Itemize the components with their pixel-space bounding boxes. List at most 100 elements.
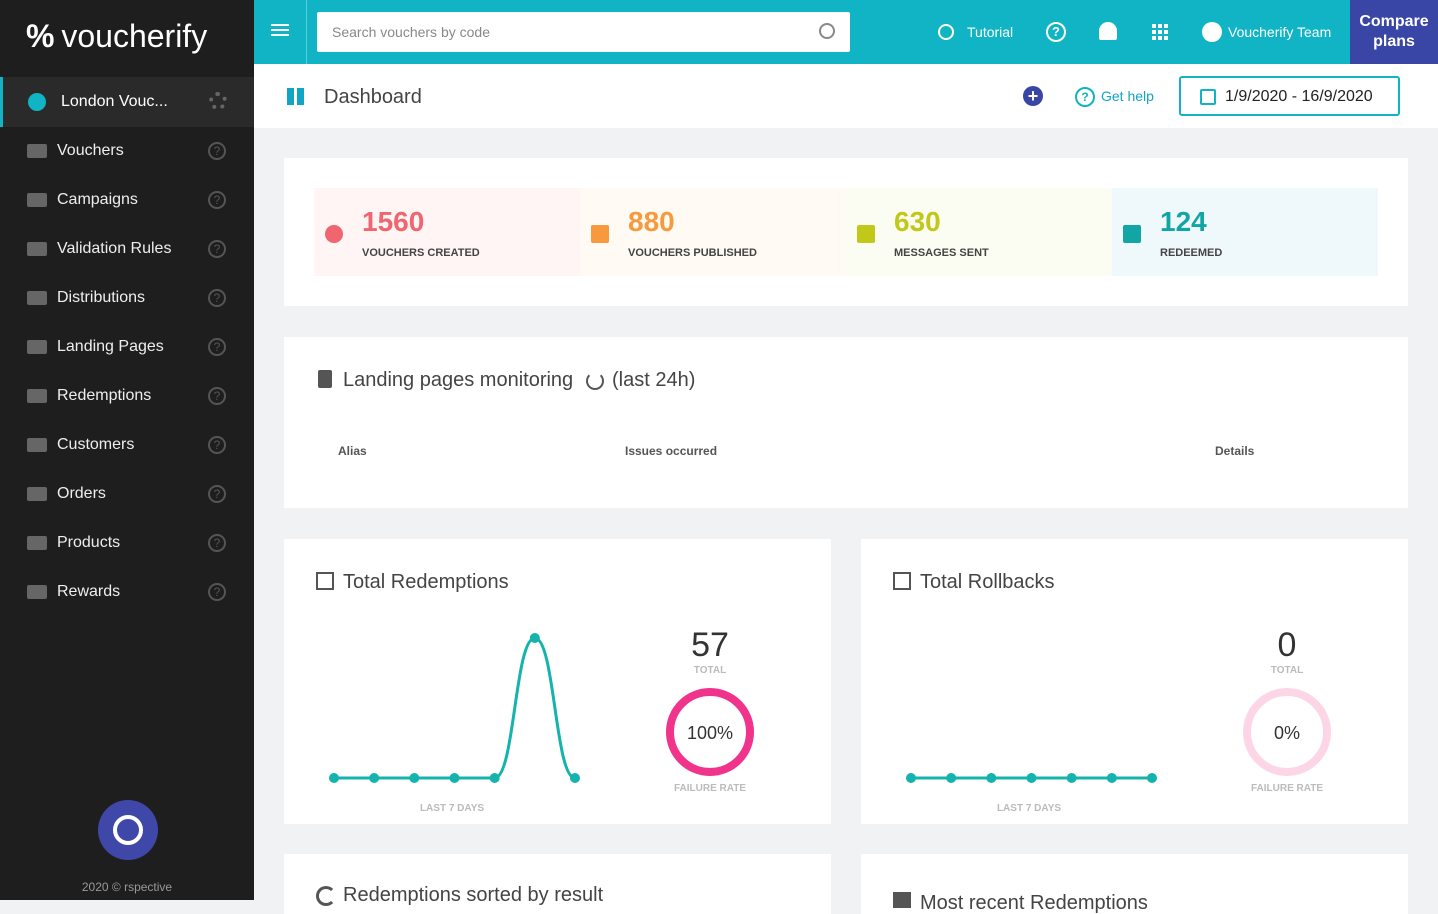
menu-button[interactable] <box>271 24 289 26</box>
total-value: 0 <box>1278 626 1297 664</box>
nav-item[interactable]: Redemptions? <box>0 376 254 416</box>
nav-item[interactable]: Orders? <box>0 474 254 514</box>
sparkline-point <box>329 773 339 783</box>
brand: voucherify <box>61 18 208 54</box>
nav-help: ? <box>208 436 226 454</box>
support-button[interactable] <box>98 800 158 860</box>
period-label: LAST 7 DAYS <box>420 803 484 814</box>
nav-help: ? <box>208 142 226 160</box>
nav-icon <box>27 291 47 305</box>
nav-label: Redemptions <box>57 387 152 404</box>
tutorial-link[interactable]: Tutorial <box>967 24 1014 40</box>
column-header: Alias <box>338 444 367 458</box>
sparkline-point <box>489 773 500 783</box>
nav-icon <box>27 193 47 207</box>
topbar: Search vouchers by code Tutorial ? Vouch… <box>254 0 1438 64</box>
stat-value: 1560 <box>362 206 425 237</box>
project-row[interactable]: London Vouc... <box>0 77 257 127</box>
nav-item[interactable]: Products? <box>0 523 254 563</box>
project-icon <box>28 93 46 111</box>
stat-icon <box>591 225 609 243</box>
nav-help: ? <box>208 191 226 209</box>
nav-icon <box>27 585 47 599</box>
title-icon <box>893 572 911 590</box>
stat-icon <box>857 225 875 243</box>
settings-icon[interactable] <box>209 92 227 110</box>
stat-value: 880 <box>628 206 675 237</box>
logo[interactable]: % voucherify <box>26 18 208 54</box>
nav-label: Validation Rules <box>57 240 172 257</box>
help-icon[interactable]: ? <box>1046 22 1066 42</box>
nav-item[interactable]: Distributions? <box>0 278 254 318</box>
compare-text: Compare plans <box>1359 13 1429 50</box>
nav-item[interactable]: Campaigns? <box>0 180 254 220</box>
nav-help: ? <box>208 534 226 552</box>
card-title: Total Redemptions <box>343 571 509 593</box>
nav-label: Products <box>57 534 121 551</box>
card-title: Total Rollbacks <box>920 571 1055 593</box>
monitoring-title: Landing pages monitoring <box>343 369 574 391</box>
add-button[interactable]: + <box>1023 86 1043 106</box>
nav-label: Vouchers <box>57 142 124 159</box>
notifications-icon[interactable] <box>1099 22 1117 40</box>
nav-item[interactable]: Validation Rules? <box>0 229 254 269</box>
ring-value <box>666 688 754 776</box>
nav-label: Landing Pages <box>57 338 164 355</box>
card-title: Redemptions sorted by result <box>343 884 604 906</box>
nav-help: ? <box>208 583 226 601</box>
stat-tile: 630 MESSAGES SENT <box>846 188 1112 276</box>
sidebar: % voucherify London Vouc... Vouchers? Cam… <box>0 0 257 900</box>
nav-help: ? <box>208 240 226 258</box>
nav-item[interactable]: Customers? <box>0 425 254 465</box>
stat-icon <box>325 225 343 243</box>
nav-item[interactable]: Vouchers? <box>0 131 254 171</box>
compare-plans[interactable]: Compare plans <box>1350 0 1438 64</box>
page-header: Dashboard + ? Get help 1/9/2020 - 16/9/2… <box>254 64 1438 128</box>
result-card: Redemptions sorted by result <box>284 854 831 914</box>
team-name[interactable]: Voucherify Team <box>1228 24 1332 40</box>
sparkline-point <box>449 773 460 783</box>
avatar[interactable] <box>1202 22 1222 42</box>
stat-label: REDEEMED <box>1160 247 1223 259</box>
nav-label: Distributions <box>57 289 146 306</box>
date-picker[interactable]: 1/9/2020 - 16/9/2020 <box>1179 76 1400 116</box>
total-label: TOTAL <box>1271 665 1303 676</box>
sparkline-point <box>906 773 916 783</box>
nav-label: Campaigns <box>57 191 138 208</box>
get-help[interactable]: Get help <box>1101 88 1154 104</box>
nav-icon <box>27 242 47 256</box>
sparkline-point <box>529 633 540 643</box>
failure-label: FAILURE RATE <box>1251 783 1323 794</box>
sparkline-point <box>409 773 420 783</box>
apps-icon[interactable] <box>1152 24 1168 40</box>
sparkline-point <box>986 773 997 783</box>
page-title: Dashboard <box>324 86 422 108</box>
search-box[interactable]: Search vouchers by code <box>317 12 850 52</box>
refresh-icon[interactable] <box>586 372 604 390</box>
nav-item[interactable]: Landing Pages? <box>0 327 254 367</box>
title-icon <box>316 572 334 590</box>
stat-label: VOUCHERS CREATED <box>362 247 480 259</box>
stat-tile: 1560 VOUCHERS CREATED <box>314 188 580 276</box>
nav-label: Orders <box>57 485 106 502</box>
card-title: Most recent Redemptions <box>920 892 1148 914</box>
nav-help: ? <box>208 289 226 307</box>
nav-help: ? <box>208 338 226 356</box>
nav-label: Rewards <box>57 583 121 600</box>
stat-label: VOUCHERS PUBLISHED <box>628 247 757 259</box>
failure-rate: 100% <box>687 723 733 743</box>
search-placeholder: Search vouchers by code <box>332 24 490 40</box>
column-header: Issues occurred <box>625 444 718 458</box>
nav-item[interactable]: Rewards? <box>0 572 254 612</box>
sparkline-point <box>1066 773 1077 783</box>
nav-icon <box>27 340 47 354</box>
stat-tile: 880 VOUCHERS PUBLISHED <box>580 188 846 276</box>
dashboard-icon <box>287 88 304 105</box>
sparkline-point <box>1106 773 1117 783</box>
sparkline-point <box>946 773 957 783</box>
nav-icon <box>27 487 47 501</box>
stat-value: 124 <box>1160 206 1207 237</box>
